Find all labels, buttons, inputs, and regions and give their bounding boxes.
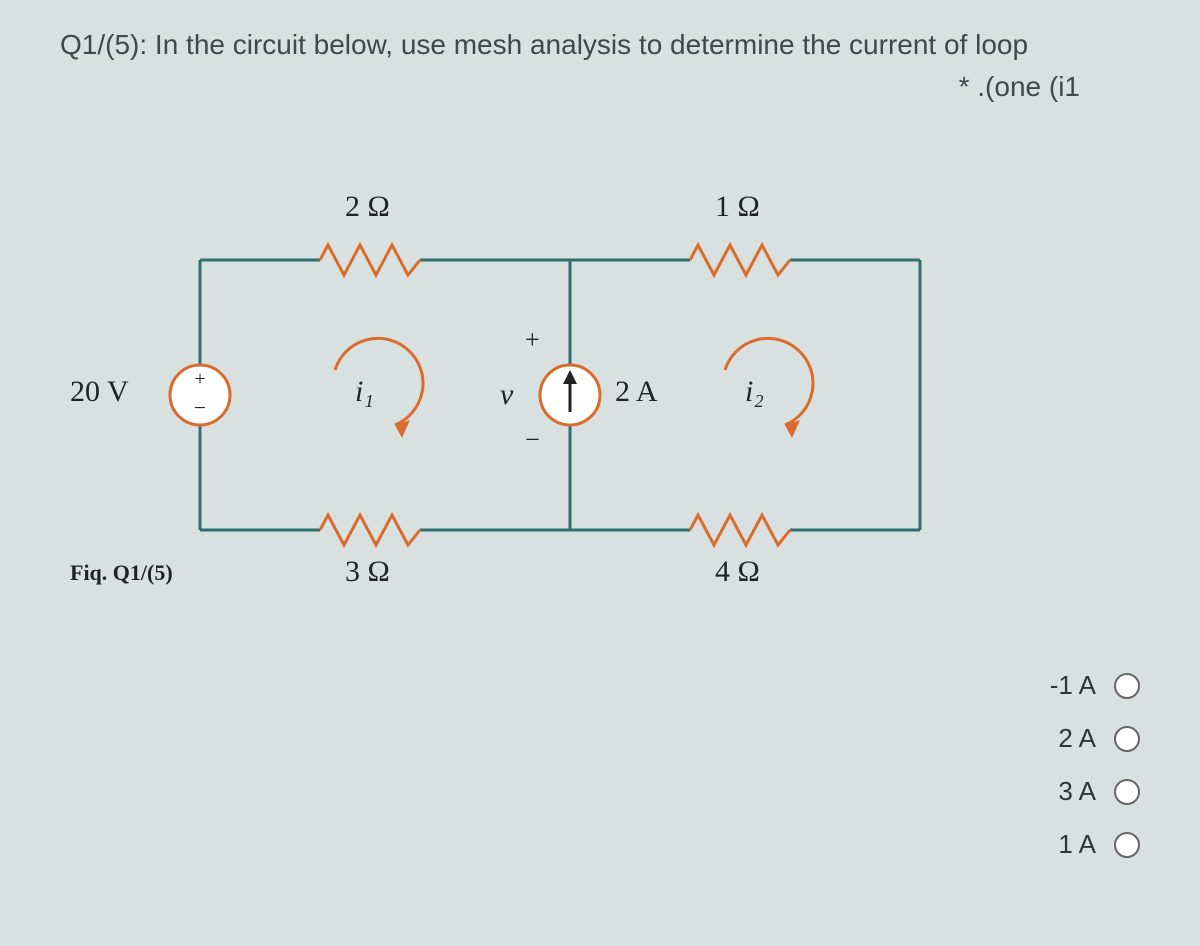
- answer-option-3-label: 1 A: [1058, 829, 1096, 860]
- answer-option-2[interactable]: 3 A: [1050, 776, 1140, 807]
- loop-i2-label: i₂: [745, 375, 764, 409]
- svg-text:+: +: [194, 368, 205, 390]
- circuit-diagram: + − 2 Ω 1 Ω 3 Ω 4 Ω 20 V 2 A + v − i₁ i₂…: [50, 160, 1000, 610]
- question-line2: * .(one (i1: [60, 66, 1140, 108]
- r4-label: 4 Ω: [715, 555, 760, 589]
- current-source-label: 2 A: [615, 375, 658, 409]
- answer-option-3[interactable]: 1 A: [1050, 829, 1140, 860]
- answer-option-1-label: 2 A: [1058, 723, 1096, 754]
- v-plus: +: [525, 325, 540, 355]
- v-minus: −: [525, 425, 540, 455]
- question-line1: Q1/(5): In the circuit below, use mesh a…: [60, 29, 1028, 60]
- answer-option-0-label: -1 A: [1050, 670, 1096, 701]
- radio-icon: [1114, 779, 1140, 805]
- loop-i1-arrow: [335, 338, 423, 438]
- loop-i2-arrow: [725, 338, 813, 438]
- answer-option-1[interactable]: 2 A: [1050, 723, 1140, 754]
- v-label: v: [500, 378, 513, 412]
- svg-text:−: −: [194, 395, 206, 420]
- answer-option-0[interactable]: -1 A: [1050, 670, 1140, 701]
- voltage-source-label: 20 V: [70, 375, 129, 409]
- radio-icon: [1114, 726, 1140, 752]
- radio-icon: [1114, 832, 1140, 858]
- r1-label: 2 Ω: [345, 190, 390, 224]
- question-text: Q1/(5): In the circuit below, use mesh a…: [60, 24, 1140, 108]
- answer-options: -1 A 2 A 3 A 1 A: [1050, 670, 1140, 860]
- r3-label: 3 Ω: [345, 555, 390, 589]
- loop-i1-label: i₁: [355, 375, 374, 409]
- answer-option-2-label: 3 A: [1058, 776, 1096, 807]
- radio-icon: [1114, 673, 1140, 699]
- circuit-svg: + −: [50, 160, 1000, 610]
- voltage-source: + −: [170, 365, 230, 425]
- r2-label: 1 Ω: [715, 190, 760, 224]
- figure-caption: Fiq. Q1/(5): [70, 560, 173, 586]
- current-source: [540, 365, 600, 425]
